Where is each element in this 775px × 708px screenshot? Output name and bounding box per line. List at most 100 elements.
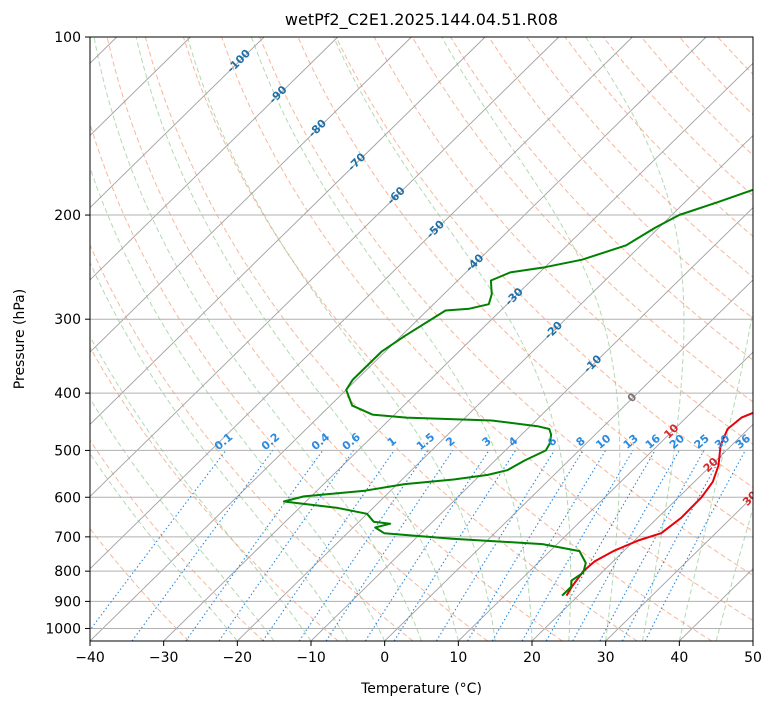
moist-adiabat xyxy=(90,261,349,641)
x-axis-label: Temperature (°C) xyxy=(360,681,482,697)
chart-title: wetPf2_C2E1.2025.144.04.51.R08 xyxy=(285,10,558,30)
mixing-ratio-line xyxy=(521,450,634,641)
y-tick-label: 900 xyxy=(54,594,81,610)
dry-adiabat xyxy=(640,37,753,156)
mixing-ratio-line xyxy=(545,450,656,641)
y-axis-label: Pressure (hPa) xyxy=(12,289,28,389)
mixing-ratio-line xyxy=(644,450,746,641)
dry-adiabat xyxy=(259,37,753,577)
mixing-ratio-line xyxy=(218,450,355,641)
mixing-ratio-label: 3 xyxy=(480,434,494,449)
moist-adiabat xyxy=(585,37,685,641)
dry-adiabat xyxy=(526,37,753,278)
isotherm-line xyxy=(90,37,633,570)
moist-adiabat xyxy=(90,166,386,641)
mixing-ratio-label: 16 xyxy=(643,432,663,452)
mixing-ratio-line xyxy=(262,450,395,641)
mixing-ratio-label: 10 xyxy=(593,432,613,452)
moist-adiabat xyxy=(250,37,533,641)
dry-adiabat xyxy=(144,37,638,641)
x-tick-label: 30 xyxy=(597,650,615,666)
x-tick-label: 10 xyxy=(449,650,467,666)
dry-adiabat xyxy=(373,37,753,446)
mixing-ratio-label: 1.5 xyxy=(414,430,437,452)
isotherm-line xyxy=(679,568,753,641)
mixing-ratio-line xyxy=(298,450,429,641)
dry-adiabat xyxy=(90,439,264,641)
isotherm-line xyxy=(605,495,753,641)
isotherm-line xyxy=(163,62,753,641)
dry-adiabat xyxy=(602,37,753,197)
x-tick-label: 50 xyxy=(744,650,762,666)
dry-adiabat xyxy=(450,37,753,361)
moist-adiabat xyxy=(678,37,753,641)
isotherm-line xyxy=(90,37,707,641)
moist-adiabat xyxy=(441,37,621,641)
isotherm-line xyxy=(90,37,486,425)
mixing-ratio-line xyxy=(185,450,324,641)
mixing-ratio-label: 36 xyxy=(733,432,753,452)
dry-adiabat xyxy=(221,37,753,622)
dry-adiabat xyxy=(679,37,753,116)
y-tick-label: 300 xyxy=(54,312,81,328)
y-tick-label: 200 xyxy=(54,208,81,224)
mixing-ratio-label: 0.6 xyxy=(340,430,364,453)
mixing-ratio-line xyxy=(393,450,516,641)
x-tick-label: −10 xyxy=(296,650,326,666)
x-tick-label: −40 xyxy=(75,650,105,666)
x-tick-label: −20 xyxy=(223,650,253,666)
moist-adiabat xyxy=(90,452,238,641)
isotherm-line xyxy=(458,351,753,641)
moist-adiabat xyxy=(90,397,275,641)
y-tick-label: 1000 xyxy=(45,621,81,637)
mixing-ratio-line xyxy=(90,450,227,631)
mixing-ratio-label: 1 xyxy=(385,434,399,449)
mixing-ratio-line xyxy=(572,450,680,641)
dry-adiabat xyxy=(90,122,488,641)
x-tick-label: 0 xyxy=(380,650,389,666)
x-tick-label: 20 xyxy=(523,650,541,666)
plot-frame xyxy=(89,36,754,642)
moist-adiabat xyxy=(715,506,753,641)
dewpoint-profile-line xyxy=(282,188,753,597)
mixing-ratio-line xyxy=(467,450,584,641)
mixing-ratio-label: 30 xyxy=(712,432,732,452)
dry-adiabat xyxy=(297,37,753,532)
y-tick-label: 800 xyxy=(54,564,81,580)
dry-adiabat xyxy=(90,346,339,641)
moist-adiabat xyxy=(333,37,572,641)
y-tick-label: 500 xyxy=(54,443,81,459)
moist-adiabat xyxy=(90,335,312,641)
mixing-ratio-line xyxy=(599,450,705,641)
dry-adiabat xyxy=(106,37,563,641)
isotherm-line xyxy=(90,37,412,353)
mixing-ratio-label: 25 xyxy=(692,432,712,452)
mixing-ratio-label: 0.4 xyxy=(309,430,333,453)
isotherm-line xyxy=(531,423,753,641)
mixing-ratio-line xyxy=(435,450,555,641)
mixing-ratio-line xyxy=(364,450,490,641)
isotherm-label: -100 xyxy=(224,47,253,76)
dry-adiabat xyxy=(488,37,753,320)
y-tick-label: 400 xyxy=(54,386,81,402)
mixing-ratio-label: 4 xyxy=(506,434,520,449)
mixing-ratio-line xyxy=(621,450,725,641)
isotherm-line xyxy=(90,37,191,137)
dry-adiabat xyxy=(756,37,775,641)
grid-layer xyxy=(90,37,775,641)
moist-adiabat xyxy=(135,37,459,641)
mixing-ratio-line xyxy=(325,450,454,641)
mixing-ratio-label: 0.2 xyxy=(259,430,282,452)
mixing-ratio-label: 0.1 xyxy=(212,430,235,452)
isotherm-line xyxy=(310,207,753,641)
temperature-profile-line xyxy=(565,411,753,597)
series-layer xyxy=(282,188,753,597)
isotherm-line xyxy=(752,640,753,641)
moist-adiabat xyxy=(93,37,422,641)
y-tick-label: 700 xyxy=(54,530,81,546)
isotherm-line xyxy=(237,134,753,641)
axis-layer: −40 −30 −20 −10 0 10 20 30 40 50 100 200 300 400 500 60… xyxy=(45,30,762,666)
dry-adiabat xyxy=(90,243,414,641)
x-tick-label: 40 xyxy=(670,650,688,666)
x-tick-label: −30 xyxy=(149,650,179,666)
